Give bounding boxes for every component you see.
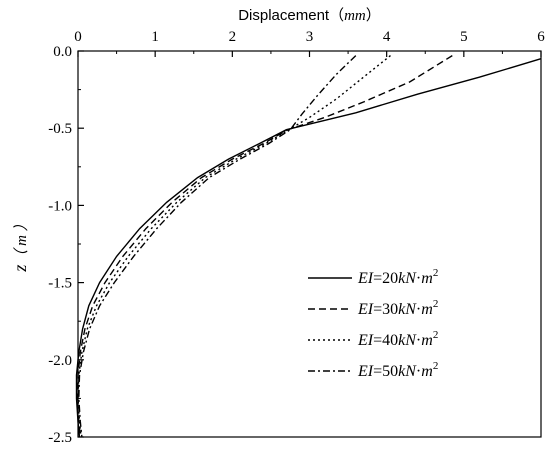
y-title-variable: z <box>10 265 30 273</box>
series-line-3 <box>77 55 391 438</box>
x-title-prefix: Displacement（ <box>238 7 344 24</box>
legend-label: EI=30kN·m2 <box>357 298 438 318</box>
plot-frame <box>77 50 542 438</box>
y-title-unit: （ m ） <box>13 216 30 264</box>
y-tick-label: -2.5 <box>48 430 72 446</box>
x-title-suffix: ） <box>366 7 381 24</box>
x-axis-ticks: 0 1 2 3 4 5 6 <box>74 29 545 57</box>
y-tick-label: -2.0 <box>48 353 72 369</box>
x-title-unit: mm <box>344 8 366 24</box>
legend-label: EI=40kN·m2 <box>357 329 438 349</box>
x-tick-label: 1 <box>151 29 159 45</box>
x-axis-title: Displacement（mm） <box>238 7 381 24</box>
y-tick-label: -1.5 <box>48 276 72 292</box>
series-line-4 <box>78 55 357 438</box>
legend-label: EI=20kN·m2 <box>357 267 438 287</box>
x-tick-label: 2 <box>229 29 237 45</box>
plot-area <box>77 50 542 438</box>
series-line-1 <box>75 58 542 438</box>
legend-label: EI=50kN·m2 <box>357 360 438 380</box>
y-axis-title: z（ m ） <box>10 216 30 272</box>
x-tick-label: 4 <box>383 29 391 45</box>
y-tick-label: 0.0 <box>53 44 72 60</box>
y-tick-label: -1.0 <box>48 198 72 214</box>
legend: EI=20kN·m2 EI=30kN·m2 EI=40kN·m2 EI=50kN·m2 <box>308 267 438 380</box>
series-layer <box>75 55 542 438</box>
series-line-2 <box>76 55 453 438</box>
x-tick-label: 0 <box>74 29 82 45</box>
x-tick-label: 6 <box>537 29 545 45</box>
y-axis-ticks: 0.0 -0.5 -1.0 -1.5 -2.0 -2.5 <box>48 44 84 446</box>
x-tick-label: 3 <box>306 29 314 45</box>
y-tick-label: -0.5 <box>48 121 72 137</box>
x-tick-label: 5 <box>460 29 468 45</box>
